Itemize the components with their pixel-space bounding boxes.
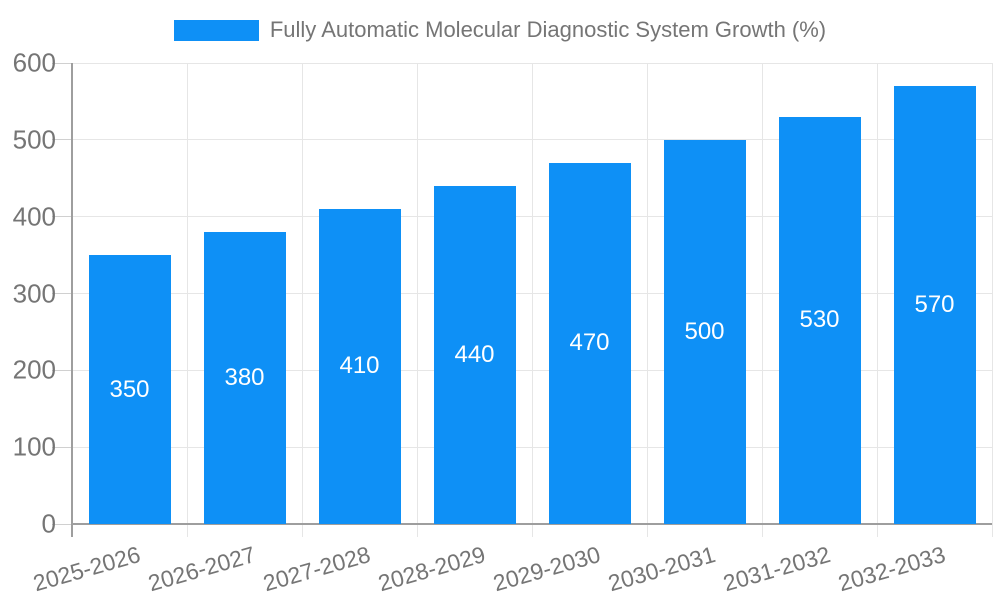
bar-value-label: 410 bbox=[339, 352, 380, 380]
bar-2029-2030[interactable] bbox=[548, 162, 631, 524]
bar-value-label: 350 bbox=[109, 375, 150, 403]
y-tick-mark bbox=[52, 62, 72, 64]
x-gridline bbox=[876, 63, 878, 537]
y-tick-mark bbox=[52, 139, 72, 141]
x-axis-label: 2029-2030 bbox=[489, 541, 603, 597]
bar-2025-2026[interactable] bbox=[88, 255, 171, 524]
bar-value-label: 570 bbox=[914, 291, 955, 319]
y-axis-label: 200 bbox=[12, 354, 56, 385]
x-axis-label: 2030-2031 bbox=[604, 541, 718, 597]
x-gridline bbox=[646, 63, 648, 537]
bar-2030-2031[interactable] bbox=[663, 139, 746, 524]
y-axis-label: 400 bbox=[12, 201, 56, 232]
y-axis-label: 0 bbox=[41, 508, 56, 539]
bar-value-label: 440 bbox=[454, 340, 495, 368]
legend: Fully Automatic Molecular Diagnostic Sys… bbox=[0, 17, 1000, 43]
legend-label: Fully Automatic Molecular Diagnostic Sys… bbox=[269, 17, 827, 42]
y-tick-mark bbox=[52, 523, 72, 525]
bar-2026-2027[interactable] bbox=[203, 232, 286, 524]
bar-value-label: 470 bbox=[569, 329, 610, 357]
y-tick-mark bbox=[52, 369, 72, 371]
y-axis-label: 500 bbox=[12, 124, 56, 155]
y-tick-mark bbox=[52, 216, 72, 218]
x-axis-label: 2032-2033 bbox=[834, 541, 948, 597]
y-tick-mark bbox=[52, 446, 72, 448]
x-gridline bbox=[761, 63, 763, 537]
bar-2032-2033[interactable] bbox=[893, 86, 976, 524]
bar-2027-2028[interactable] bbox=[318, 208, 401, 524]
x-axis-line bbox=[72, 523, 992, 525]
x-axis-label: 2025-2026 bbox=[29, 541, 143, 597]
x-axis-label: 2026-2027 bbox=[144, 541, 258, 597]
y-tick-mark bbox=[52, 293, 72, 294]
x-axis-label: 2027-2028 bbox=[259, 541, 373, 597]
bar-2031-2032[interactable] bbox=[778, 116, 861, 524]
x-axis-label: 2031-2032 bbox=[719, 541, 833, 597]
x-gridline bbox=[416, 63, 418, 537]
bar-value-label: 380 bbox=[224, 364, 265, 392]
x-gridline bbox=[186, 63, 188, 537]
y-axis-label: 100 bbox=[12, 431, 56, 462]
legend-swatch-icon bbox=[173, 19, 259, 41]
bar-value-label: 530 bbox=[799, 306, 840, 334]
y-axis-line bbox=[71, 63, 73, 537]
y-axis-label: 600 bbox=[12, 47, 56, 78]
legend-item[interactable]: Fully Automatic Molecular Diagnostic Sys… bbox=[173, 17, 827, 43]
x-gridline bbox=[991, 63, 993, 537]
x-gridline bbox=[531, 63, 533, 537]
y-axis-label: 300 bbox=[12, 278, 56, 308]
x-axis-label: 2028-2029 bbox=[374, 541, 488, 597]
bar-value-label: 500 bbox=[684, 317, 725, 345]
bar-2028-2029[interactable] bbox=[433, 185, 516, 524]
x-gridline bbox=[301, 63, 303, 537]
